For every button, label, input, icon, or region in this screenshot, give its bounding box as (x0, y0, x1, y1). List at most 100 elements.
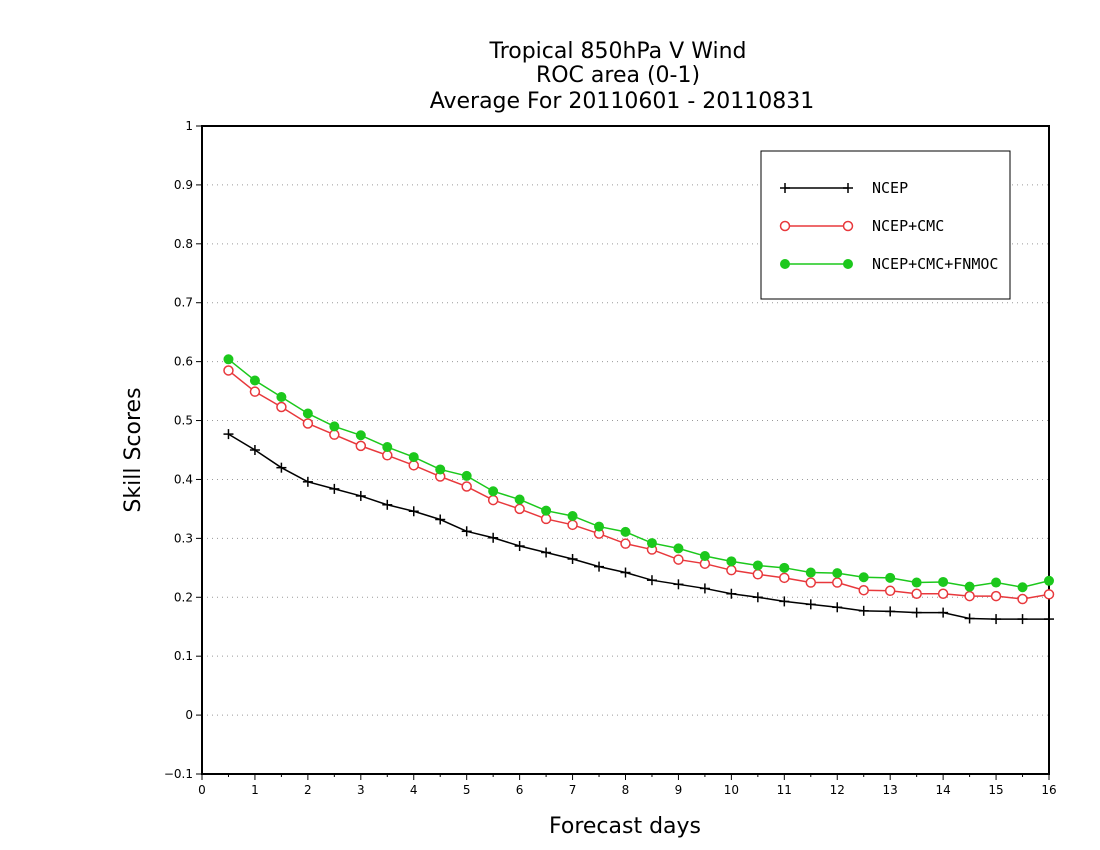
series-1 (223, 365, 1055, 605)
data-point (1017, 614, 1028, 625)
data-point (382, 442, 393, 453)
data-point (567, 519, 578, 531)
x-tick-label: 10 (724, 783, 739, 797)
data-point (990, 590, 1002, 602)
y-tick-label: 0.6 (174, 355, 193, 369)
legend-box (760, 150, 1011, 300)
data-point (594, 521, 605, 532)
chart-title: Tropical 850hPa V Wind ROC area (0-1) Av… (430, 39, 815, 114)
legend-item: NCEP (780, 179, 908, 197)
y-tick-label: 0.5 (174, 414, 193, 428)
series-2 (223, 354, 1054, 593)
x-tick-label: 8 (622, 783, 630, 797)
data-point (355, 430, 366, 441)
title-line-3: Average For 20110601 - 20110831 (430, 89, 815, 114)
data-point (938, 607, 949, 618)
data-point (302, 476, 313, 487)
title-line-2: ROC area (0-1) (536, 63, 700, 88)
data-point (1043, 589, 1055, 600)
data-point (991, 577, 1002, 588)
data-point (673, 543, 684, 554)
data-point (249, 375, 260, 386)
data-point (249, 445, 260, 455)
series-line (227, 369, 1050, 600)
data-point (911, 607, 922, 618)
x-tick-label: 2 (304, 783, 312, 797)
data-point (699, 551, 710, 562)
data-point (779, 562, 790, 573)
data-point (937, 588, 949, 599)
x-tick-label: 16 (1041, 783, 1056, 797)
data-point (435, 464, 446, 475)
data-point (805, 577, 817, 588)
x-tick-label: 4 (410, 783, 418, 797)
data-point (329, 429, 340, 440)
data-point (964, 581, 975, 592)
data-point (276, 391, 287, 402)
legend-label: NCEP (872, 179, 908, 197)
data-point (540, 513, 552, 525)
data-point (911, 588, 922, 599)
data-point (646, 538, 657, 549)
series-line (228, 433, 1049, 620)
data-point (488, 532, 499, 543)
data-point (646, 575, 657, 586)
y-tick-label: 0.1 (174, 649, 193, 663)
data-point (567, 553, 578, 564)
legend-marker (842, 220, 854, 232)
series-layer (223, 354, 1055, 625)
x-tick-label: 13 (883, 783, 898, 797)
legend-marker (780, 183, 790, 193)
data-point (408, 452, 419, 463)
data-point (276, 462, 287, 473)
data-point (779, 596, 790, 607)
data-point (885, 572, 896, 583)
data-point (461, 526, 472, 537)
data-point (567, 510, 578, 521)
data-point (858, 584, 869, 596)
data-point (752, 569, 764, 580)
series-line (227, 358, 1050, 589)
data-point (964, 613, 975, 624)
legend-marker (779, 220, 791, 232)
data-point (726, 564, 737, 576)
data-point (461, 470, 472, 481)
axis-ticks: −0.100.10.20.30.40.50.60.70.80.910 1 2 3 4 5 6… (164, 119, 1057, 797)
data-point (779, 572, 790, 584)
data-point (620, 567, 631, 578)
y-tick-label: 0.9 (174, 178, 193, 192)
data-point (805, 567, 816, 578)
data-point (514, 541, 525, 552)
data-point (620, 538, 631, 549)
data-point (1017, 582, 1028, 593)
data-point (329, 483, 340, 494)
data-point (673, 554, 684, 565)
y-tick-label: 0.7 (174, 296, 193, 310)
data-point (223, 429, 234, 440)
data-point (408, 460, 419, 471)
data-point (832, 568, 843, 579)
data-point (620, 526, 631, 537)
legend-items: NCEP NCEP+CMC NCEP+CMC+FNMOC (779, 179, 998, 273)
data-point (382, 499, 393, 510)
legend-label: NCEP+CMC+FNMOC (872, 255, 998, 273)
y-tick-label: 0.4 (174, 472, 193, 486)
y-tick-label: 0.2 (174, 590, 193, 604)
y-tick-label: 0.8 (174, 237, 193, 251)
data-point (514, 494, 525, 505)
data-point (885, 606, 896, 617)
data-point (488, 486, 499, 497)
x-tick-label: 5 (463, 783, 471, 797)
data-point (382, 450, 393, 461)
data-point (355, 490, 366, 501)
data-point (461, 481, 472, 492)
data-point (249, 386, 261, 397)
data-point (1044, 614, 1054, 625)
x-tick-label: 11 (777, 783, 792, 797)
x-tick-label: 1 (251, 783, 259, 797)
x-tick-label: 3 (357, 783, 365, 797)
data-point (223, 354, 234, 365)
data-point (964, 590, 975, 602)
data-point (1017, 593, 1028, 605)
